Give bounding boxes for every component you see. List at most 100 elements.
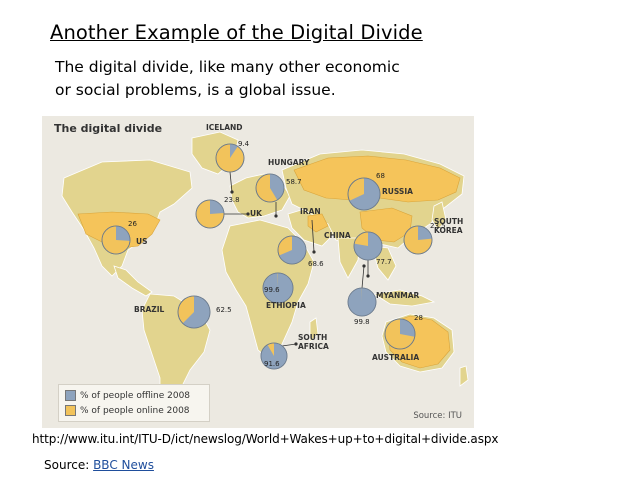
pie-offline-slice-iran [279, 236, 307, 265]
new-zealand-shape [459, 365, 469, 387]
pie-ethiopia [262, 272, 294, 304]
pie-outline-myanmar [347, 287, 377, 317]
online-swatch-icon [65, 405, 76, 416]
country-value-brazil: 62.5 [216, 306, 232, 314]
country-value-ethiopia: 99.6 [264, 286, 280, 294]
map-legend: % of people offline 2008 % of people onl… [58, 384, 210, 422]
leader-line-myanmar [361, 265, 365, 289]
pie-uk [195, 199, 225, 229]
legend-offline: % of people offline 2008 [65, 390, 190, 401]
leader-dot-china [366, 274, 370, 278]
world-map: ICELAND 9.4 HUNGARY 58.7 UK 23.8 RUSSIA 68 US 26 I… [61, 123, 469, 413]
country-value-hungary: 58.7 [286, 178, 302, 186]
leader-line-iran [311, 219, 315, 253]
pie-russia [347, 177, 381, 211]
legend-online-label: % of people online 2008 [80, 405, 190, 416]
pie-iceland [215, 143, 245, 173]
pie-offline-slice-russia [349, 178, 381, 210]
pie-outline-china [353, 231, 383, 261]
country-value-south-korea: 23.5 [430, 222, 446, 230]
pie-south-africa [260, 342, 288, 370]
country-value-us: 26 [128, 220, 137, 228]
pie-offline-slice-us [116, 226, 130, 241]
pie-outline-iceland [215, 143, 245, 173]
country-value-china: 77.7 [376, 258, 392, 266]
pie-outline-hungary [255, 173, 285, 203]
leader-dot-hungary [274, 214, 278, 218]
country-value-uk: 23.8 [224, 196, 240, 204]
country-label-uk: UK [250, 209, 263, 218]
country-label-myanmar: MYANMAR [376, 291, 420, 300]
legend-online: % of people online 2008 [65, 405, 190, 416]
country-label-us: US [136, 237, 148, 246]
pie-offline-slice-iceland [230, 144, 238, 158]
country-label-south-africa: SOUTH AFRICA [298, 333, 329, 351]
leader-dot-uk [246, 212, 250, 216]
country-value-myanmar: 99.8 [354, 318, 370, 326]
pie-outline-iran [277, 235, 307, 265]
slide-subtitle: The digital divide, like many other econ… [55, 56, 455, 102]
country-labels: ICELAND 9.4 HUNGARY 58.7 UK 23.8 RUSSIA 68 US 26 I… [128, 123, 463, 368]
leader-dot-myanmar [362, 264, 366, 268]
leader-dot-iran [312, 250, 316, 254]
pie-hungary [255, 173, 285, 203]
leader-dot-south-africa [294, 342, 298, 346]
pie-iran [277, 235, 307, 265]
country-value-australia: 28 [414, 314, 423, 322]
iran-highlight [307, 213, 329, 233]
indonesia-shape [372, 289, 436, 307]
leader-lines [224, 171, 370, 347]
source-url: http://www.itu.int/ITU-D/ict/newslog/Wor… [32, 432, 499, 446]
leader-dot-iceland [230, 190, 234, 194]
pie-offline-slice-south-korea [418, 226, 432, 240]
pie-australia [384, 318, 416, 350]
pie-outline-south-korea [403, 225, 433, 255]
digital-divide-map: ICELAND 9.4 HUNGARY 58.7 UK 23.8 RUSSIA 68 US 26 I… [42, 116, 474, 428]
bbc-news-link[interactable]: BBC News [93, 458, 154, 472]
country-label-ethiopia: ETHIOPIA [266, 301, 306, 310]
leader-line-south-africa [281, 343, 297, 347]
map-title: The digital divide [54, 122, 163, 135]
subtitle-line-2: or social problems, is a global issue. [55, 81, 336, 99]
legend-offline-label: % of people offline 2008 [80, 390, 191, 401]
pie-outline-russia [347, 177, 381, 211]
pie-outline-us [101, 225, 131, 255]
pie-south-korea [403, 225, 433, 255]
pie-outline-ethiopia [262, 272, 294, 304]
madagascar-shape [309, 317, 319, 343]
offline-swatch-icon [65, 390, 76, 401]
pie-offline-slice-brazil [182, 296, 210, 328]
country-label-china: CHINA [324, 231, 351, 240]
pie-us [101, 225, 131, 255]
country-label-hungary: HUNGARY [268, 158, 310, 167]
pie-outline-brazil [177, 295, 211, 329]
leader-line-iceland [229, 171, 233, 193]
country-label-brazil: BRAZIL [134, 305, 165, 314]
pie-outline-south-africa [260, 342, 288, 370]
country-pies [101, 143, 433, 370]
pie-outline-uk [195, 199, 225, 229]
country-label-iceland: ICELAND [206, 123, 243, 132]
country-label-australia: AUSTRALIA [372, 353, 419, 362]
russia-highlight [293, 155, 461, 203]
country-value-iceland: 9.4 [238, 140, 250, 148]
central-america-shape [113, 265, 153, 297]
country-value-russia: 68 [376, 172, 385, 180]
pie-brazil [177, 295, 211, 329]
country-label-iran: IRAN [300, 207, 321, 216]
pie-offline-slice-uk [210, 200, 224, 214]
subtitle-line-1: The digital divide, like many other econ… [55, 58, 400, 76]
pie-offline-slice-ethiopia [262, 273, 293, 303]
source-prefix: Source: [44, 458, 94, 472]
slide-title: Another Example of the Digital Divide [50, 21, 423, 44]
source-credit: Source: BBC News [44, 458, 154, 472]
pie-outline-australia [384, 318, 416, 350]
country-label-russia: RUSSIA [382, 187, 413, 196]
pie-offline-slice-myanmar [347, 288, 376, 316]
country-value-iran: 68.6 [308, 260, 324, 268]
country-value-south-africa: 91.6 [264, 360, 280, 368]
pie-offline-slice-hungary [270, 174, 284, 200]
pie-myanmar [347, 287, 377, 317]
pie-offline-slice-australia [400, 319, 415, 337]
map-source: Source: ITU [413, 411, 462, 421]
